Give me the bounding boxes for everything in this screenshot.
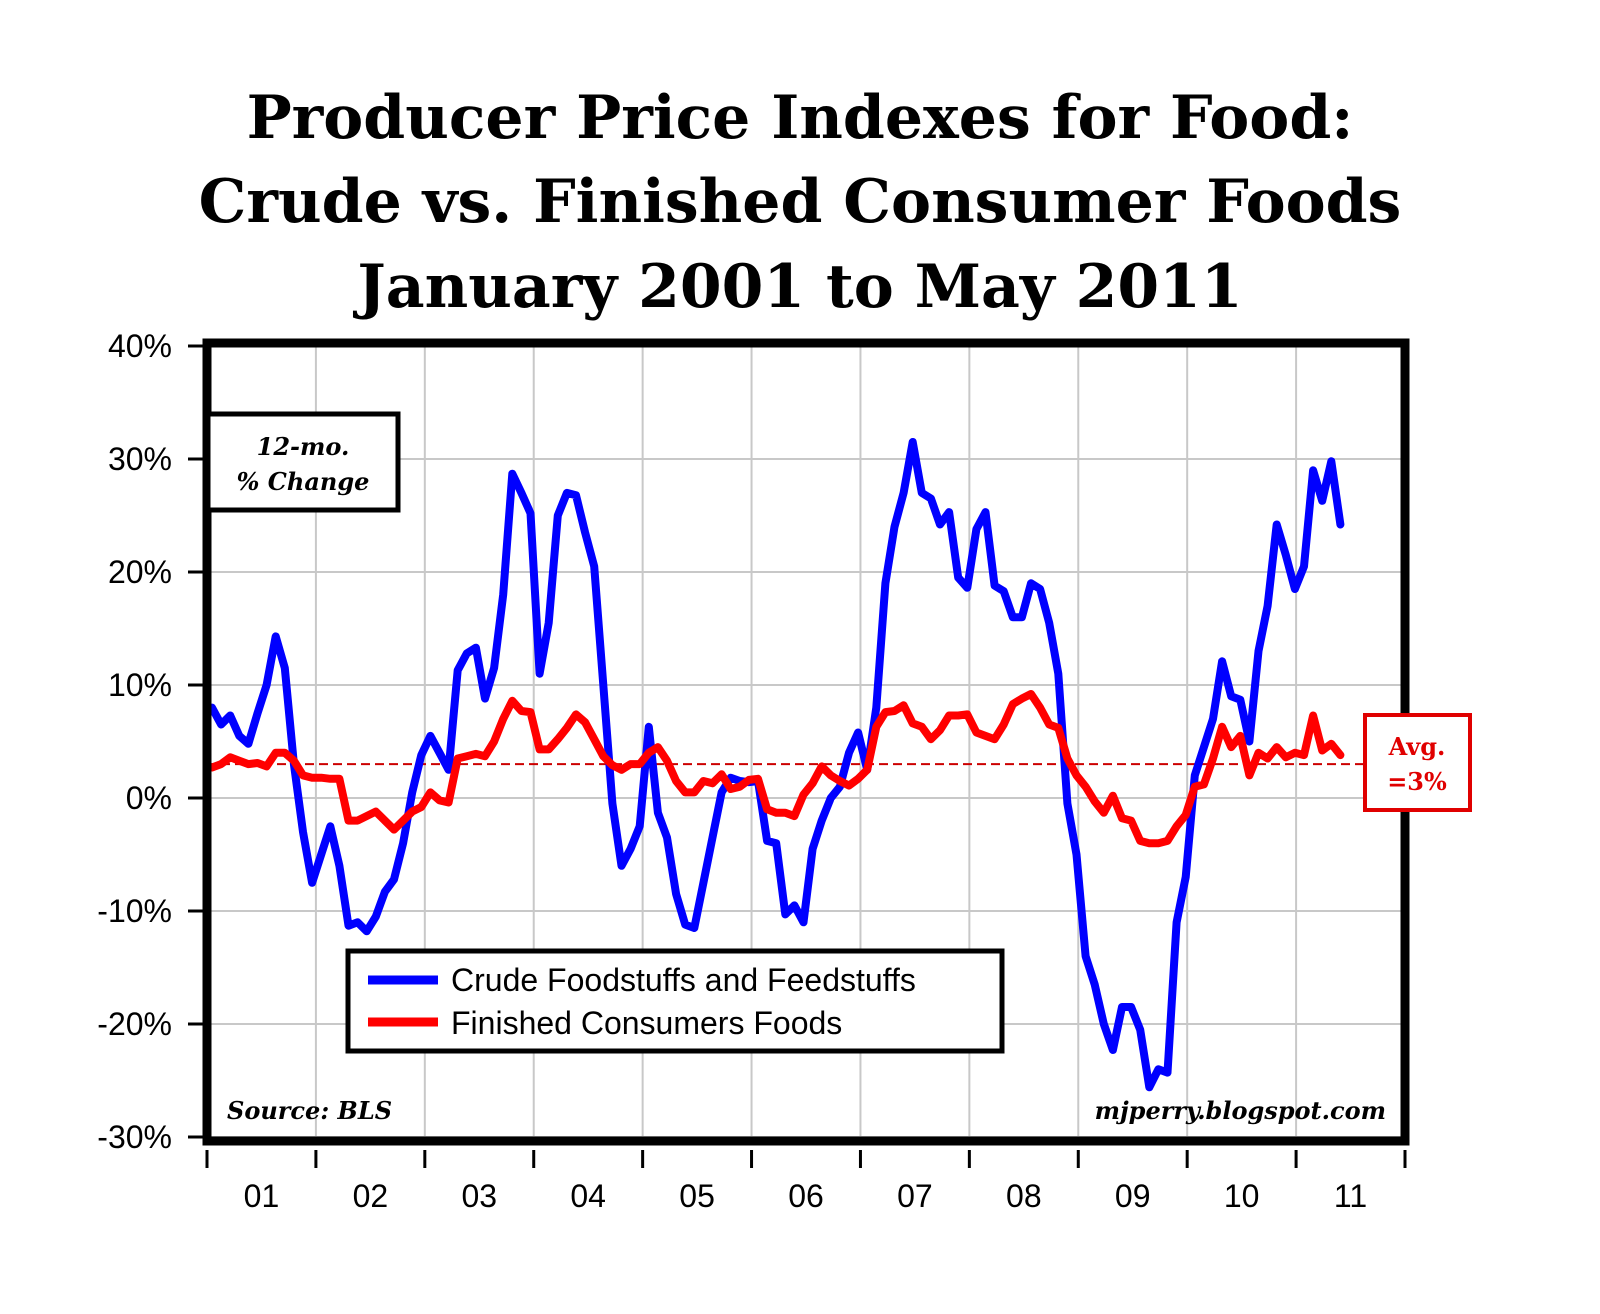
- x-tick-label: 06: [788, 1178, 824, 1214]
- annotation-line-1: 12-mo.: [257, 432, 350, 461]
- x-tick-label: 02: [353, 1178, 389, 1214]
- y-tick-label: -20%: [97, 1006, 172, 1042]
- x-tick-label: 03: [461, 1178, 497, 1214]
- y-tick-label: -30%: [97, 1119, 172, 1155]
- x-tick-label: 11: [1334, 1178, 1367, 1214]
- series-lines: [208, 438, 1345, 1092]
- legend-label-crude: Crude Foodstuffs and Feedstuffs: [451, 962, 916, 998]
- y-tick-label: 40%: [108, 328, 172, 364]
- y-tick-label: 0%: [126, 780, 172, 816]
- series-line-finished-consumer-foods: [208, 690, 1345, 848]
- y-axis: 40% 30% 20% 10% 0% -10% -20% -30%: [97, 328, 207, 1155]
- average-label-line-2: =3%: [1387, 767, 1447, 796]
- average-label-line-1: Avg.: [1388, 732, 1446, 761]
- x-tick-label: 05: [679, 1178, 715, 1214]
- y-tick-label: 20%: [108, 554, 172, 590]
- x-axis: 01 02 03 04 05 06 07 08 09 10 11: [205, 1150, 1407, 1214]
- y-tick-label: 30%: [108, 441, 172, 477]
- legend: Crude Foodstuffs and Feedstuffs Finished…: [345, 948, 1005, 1054]
- legend-label-finished: Finished Consumers Foods: [451, 1005, 842, 1041]
- x-tick-label: 10: [1224, 1178, 1260, 1214]
- annotation-box: 12-mo. % Change: [205, 411, 401, 513]
- chart-title-line-1: Producer Price Indexes for Food:: [247, 83, 1354, 153]
- x-tick-label: 07: [897, 1178, 933, 1214]
- watermark: mjperry.blogspot.com: [1095, 1096, 1386, 1125]
- chart-title-line-3: January 2001 to May 2011: [352, 252, 1242, 322]
- average-label-box: Avg. =3%: [1363, 713, 1472, 812]
- x-tick-label: 01: [244, 1178, 280, 1214]
- annotation-line-2: % Change: [237, 467, 370, 496]
- series-line-crude-foodstuffs: [208, 438, 1345, 1092]
- x-tick-label: 09: [1115, 1178, 1151, 1214]
- source-label: Source: BLS: [227, 1096, 392, 1125]
- x-tick-label: 04: [570, 1178, 606, 1214]
- chart-title-line-2: Crude vs. Finished Consumer Foods: [199, 167, 1402, 237]
- x-tick-label: 08: [1006, 1178, 1042, 1214]
- y-tick-label: -10%: [97, 893, 172, 929]
- y-tick-label: 10%: [108, 667, 172, 703]
